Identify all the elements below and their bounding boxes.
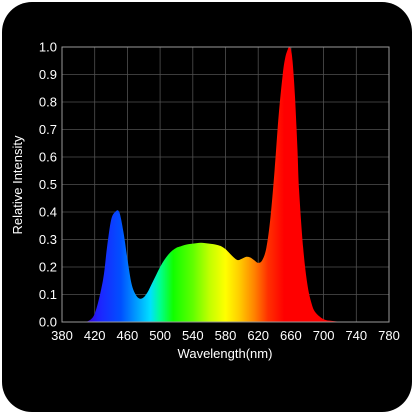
spectrum-area xyxy=(86,47,349,322)
x-tick-label: 420 xyxy=(84,328,106,343)
x-tick-label: 740 xyxy=(345,328,367,343)
x-tick-label: 380 xyxy=(51,328,73,343)
x-tick-labels: 380 420 460 500 540 580 620 660 700 740 780 xyxy=(51,328,400,343)
x-tick-label: 500 xyxy=(149,328,171,343)
x-tick-label: 780 xyxy=(378,328,400,343)
y-tick-label: 0.6 xyxy=(39,150,57,165)
plot-frame xyxy=(61,46,390,323)
y-tick-label: 0.1 xyxy=(39,287,57,302)
y-tick-label: 0.5 xyxy=(39,177,57,192)
x-tick-label: 620 xyxy=(247,328,269,343)
x-tick-label: 460 xyxy=(117,328,139,343)
x-axis-label: Wavelength(nm) xyxy=(178,346,273,361)
chart-card xyxy=(2,2,412,412)
y-axis-label: Relative Intensity xyxy=(10,135,25,234)
x-tick-label: 540 xyxy=(182,328,204,343)
y-tick-label: 0.0 xyxy=(39,315,57,330)
x-tick-label: 580 xyxy=(215,328,237,343)
y-tick-label: 0.7 xyxy=(39,122,57,137)
y-tick-label: 0.8 xyxy=(39,95,57,110)
x-tick-label: 700 xyxy=(313,328,335,343)
y-tick-label: 0.4 xyxy=(39,205,57,220)
y-tick-label: 1.0 xyxy=(39,40,57,55)
y-tick-labels: 0.0 0.1 0.2 0.3 0.4 0.5 0.6 0.7 0.8 0.9 1.0 xyxy=(39,40,57,330)
y-tick-label: 0.3 xyxy=(39,232,57,247)
y-tick-label: 0.9 xyxy=(39,67,57,82)
x-tick-label: 660 xyxy=(280,328,302,343)
y-tick-label: 0.2 xyxy=(39,260,57,275)
